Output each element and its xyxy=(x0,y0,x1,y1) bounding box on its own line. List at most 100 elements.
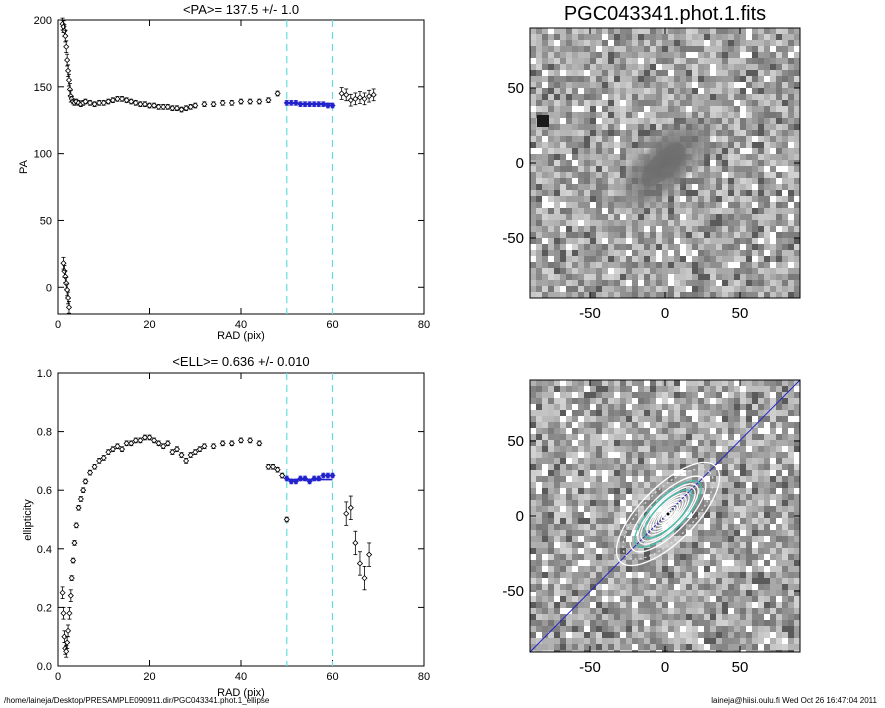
pixel xyxy=(590,638,596,644)
pixel xyxy=(716,28,722,34)
pixel xyxy=(626,470,632,476)
pixel xyxy=(596,238,602,244)
pixel xyxy=(698,232,704,238)
pixel xyxy=(548,416,554,422)
pixel xyxy=(542,380,548,386)
pixel xyxy=(764,94,770,100)
pixel xyxy=(596,256,602,262)
data-point xyxy=(183,105,190,112)
pixel xyxy=(662,434,668,440)
pixel xyxy=(788,584,794,590)
pixel xyxy=(614,638,620,644)
pixel xyxy=(590,560,596,566)
isophote-ellipse xyxy=(637,483,699,545)
pixel xyxy=(668,398,674,404)
pixel xyxy=(764,626,770,632)
pixel xyxy=(704,560,710,566)
pixel xyxy=(614,214,620,220)
pixel xyxy=(680,464,686,470)
pixel xyxy=(776,572,782,578)
pixel xyxy=(770,584,776,590)
pixel xyxy=(776,566,782,572)
pixel xyxy=(704,166,710,172)
pixel xyxy=(668,262,674,268)
pixel xyxy=(710,64,716,70)
pixel xyxy=(584,100,590,106)
pixel xyxy=(710,434,716,440)
pixel xyxy=(608,644,614,650)
pixel xyxy=(608,488,614,494)
pixel xyxy=(608,178,614,184)
pixel xyxy=(752,614,758,620)
pixel xyxy=(650,446,656,452)
pixel xyxy=(770,446,776,452)
pixel xyxy=(740,428,746,434)
pixel xyxy=(644,256,650,262)
pixel xyxy=(710,614,716,620)
pixel xyxy=(782,476,788,482)
pixel xyxy=(680,202,686,208)
pixel xyxy=(728,566,734,572)
pixel xyxy=(626,608,632,614)
pixel xyxy=(530,470,536,476)
pixel xyxy=(722,638,728,644)
pixel xyxy=(716,596,722,602)
pixel xyxy=(740,256,746,262)
pixel xyxy=(728,494,734,500)
pixel xyxy=(548,608,554,614)
pixel xyxy=(764,590,770,596)
pixel xyxy=(728,160,734,166)
pixel xyxy=(656,88,662,94)
pixel xyxy=(758,590,764,596)
pixel xyxy=(572,88,578,94)
pixel xyxy=(596,136,602,142)
pixel xyxy=(752,644,758,650)
pixel xyxy=(776,530,782,536)
pixel xyxy=(668,380,674,386)
pixel xyxy=(728,220,734,226)
pixel xyxy=(722,214,728,220)
pixel xyxy=(728,410,734,416)
pixel xyxy=(782,566,788,572)
pixel xyxy=(638,464,644,470)
pixel xyxy=(782,422,788,428)
pixel xyxy=(794,638,800,644)
pixel xyxy=(788,274,794,280)
pixel xyxy=(626,560,632,566)
pixel xyxy=(758,434,764,440)
pixel xyxy=(782,178,788,184)
pixel xyxy=(764,566,770,572)
pixel xyxy=(770,398,776,404)
pixel xyxy=(530,34,536,40)
pixel xyxy=(686,560,692,566)
pixel xyxy=(764,536,770,542)
pixel xyxy=(566,632,572,638)
pixel xyxy=(602,112,608,118)
pixel xyxy=(566,130,572,136)
data-point xyxy=(366,551,373,558)
data-point xyxy=(151,437,158,444)
pixel xyxy=(548,506,554,512)
data-point xyxy=(274,466,281,473)
pixel xyxy=(716,488,722,494)
pixel xyxy=(554,46,560,52)
pixel xyxy=(686,208,692,214)
pixel xyxy=(578,398,584,404)
pixel xyxy=(728,458,734,464)
pixel xyxy=(566,392,572,398)
pixel xyxy=(680,196,686,202)
pixel xyxy=(590,52,596,58)
pixel xyxy=(728,190,734,196)
pixel xyxy=(668,34,674,40)
pixel xyxy=(638,76,644,82)
pixel xyxy=(698,638,704,644)
pixel xyxy=(626,118,632,124)
pixel xyxy=(758,584,764,590)
pixel xyxy=(662,256,668,262)
pixel xyxy=(572,404,578,410)
pixel xyxy=(530,64,536,70)
pixel xyxy=(662,88,668,94)
pixel xyxy=(788,536,794,542)
pixel xyxy=(536,70,542,76)
pixel xyxy=(728,614,734,620)
